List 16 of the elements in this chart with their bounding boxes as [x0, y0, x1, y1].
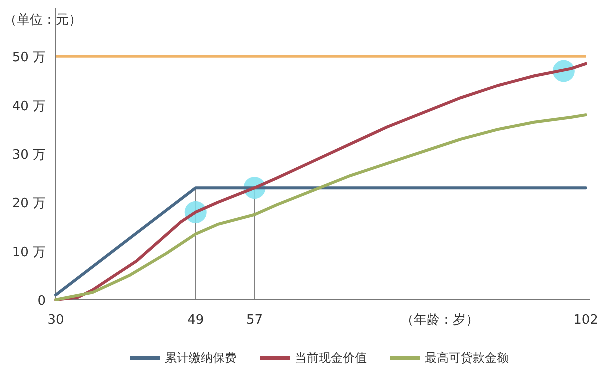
legend-label: 当前现金价值: [295, 351, 367, 365]
x-tick-label: 102: [574, 313, 598, 328]
line-series: [54, 114, 588, 302]
x-axis-title: （年龄：岁）: [401, 313, 479, 328]
y-tick-label: 10 万: [12, 245, 46, 260]
x-tick-label: 30: [48, 313, 64, 328]
legend-label: 累计缴纳保费: [165, 351, 237, 365]
legend-label: 最高可贷款金额: [425, 351, 509, 365]
y-tick-label: 20 万: [12, 196, 46, 212]
x-tick-label: 57: [246, 313, 264, 328]
y-tick-label: 0: [38, 294, 46, 309]
y-tick-label: 50 万: [12, 50, 46, 66]
x-tick-label: 49: [188, 313, 204, 328]
y-tick-label: 30 万: [12, 148, 46, 163]
y-axis-title: （单位：元）: [4, 13, 82, 28]
y-tick-label: 40 万: [12, 99, 46, 114]
